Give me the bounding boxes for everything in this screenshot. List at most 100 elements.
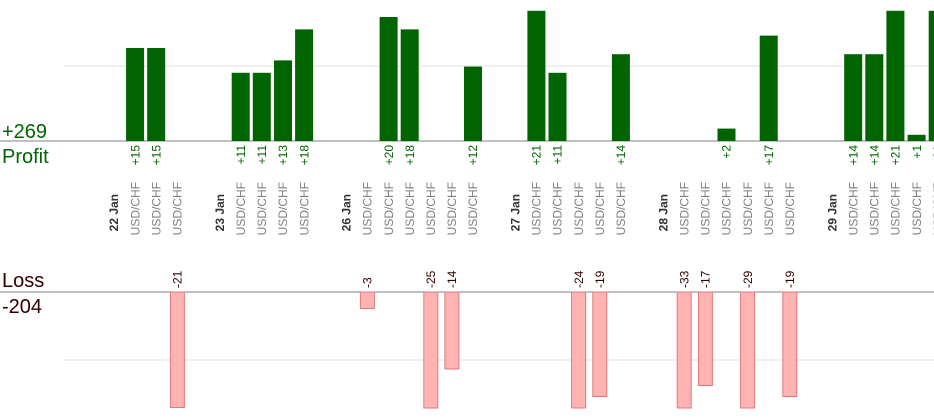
profit-value-label: +18	[403, 145, 417, 166]
profit-value-label: +14	[868, 145, 882, 166]
profit-bar	[548, 72, 567, 141]
loss-value-label: -33	[677, 270, 691, 288]
loss-bar	[423, 291, 439, 409]
loss-bar	[169, 291, 185, 408]
profit-value-label: +15	[149, 145, 163, 166]
profit-value-label: +14	[614, 145, 628, 166]
date-label: 22 Jan	[107, 194, 121, 231]
profit-value-label: +1	[910, 145, 924, 159]
pair-label: USD/CHF	[551, 182, 565, 235]
profit-bar	[252, 72, 271, 141]
pair-label: USD/CHF	[868, 182, 882, 235]
profit-bar	[126, 48, 145, 141]
loss-value-label: -25	[424, 270, 438, 288]
bars-layer	[126, 10, 934, 409]
pair-label: USD/CHF	[593, 182, 607, 235]
profit-label: Profit	[2, 146, 49, 168]
profit-value-label: +14	[846, 145, 860, 166]
loss-total: -204	[2, 296, 42, 318]
profit-bar	[886, 10, 905, 141]
pair-label: USD/CHF	[466, 182, 480, 235]
pair-label: USD/CHF	[276, 182, 290, 235]
pair-label: USD/CHF	[762, 182, 776, 235]
pair-label: USD/CHF	[361, 182, 375, 235]
pair-label: USD/CHF	[720, 182, 734, 235]
profit-bar	[865, 54, 884, 142]
loss-value-label: -21	[171, 270, 185, 288]
pair-label: USD/CHF	[297, 182, 311, 235]
pair-label: USD/CHF	[931, 182, 934, 235]
profit-total: +269	[2, 121, 47, 143]
pair-label: USD/CHF	[530, 182, 544, 235]
profit-bar	[295, 29, 314, 141]
loss-value-label: -3	[361, 277, 375, 288]
loss-bar	[571, 291, 587, 409]
pair-label: USD/CHF	[572, 182, 586, 235]
loss-bar	[444, 291, 460, 370]
profit-bar	[928, 10, 934, 141]
pair-label: USD/CHF	[910, 182, 924, 235]
date-label: 29 Jan	[825, 194, 839, 231]
profit-bar	[717, 128, 736, 141]
profit-value-label: +2	[720, 145, 734, 159]
profit-bar	[231, 72, 250, 141]
loss-label: Loss	[2, 270, 44, 292]
pair-label: USD/CHF	[846, 182, 860, 235]
profit-bar	[759, 35, 778, 141]
profit-bar	[464, 66, 482, 141]
profit-bar	[379, 17, 398, 141]
profit-bar	[527, 10, 546, 141]
profit-bar	[907, 134, 926, 141]
pair-label: USD/CHF	[445, 182, 459, 235]
profit-value-label: +21	[530, 145, 544, 166]
pair-label: USD/CHF	[741, 182, 755, 235]
loss-value-label: -17	[699, 270, 713, 288]
pair-label: USD/CHF	[677, 182, 691, 235]
profit-value-label: +17	[762, 145, 776, 166]
pair-label: USD/CHF	[149, 182, 163, 235]
loss-value-label: -19	[593, 270, 607, 288]
loss-bar	[782, 291, 798, 397]
pair-label: USD/CHF	[171, 182, 185, 235]
pair-label: USD/CHF	[614, 182, 628, 235]
loss-value-label: -19	[783, 270, 797, 288]
pair-label: USD/CHF	[889, 182, 903, 235]
profit-value-label: +21	[931, 145, 934, 166]
profit-bar	[611, 54, 630, 142]
profit-bar	[844, 54, 863, 142]
date-label: 23 Jan	[213, 194, 227, 231]
pair-label: USD/CHF	[382, 182, 396, 235]
pair-label: USD/CHF	[699, 182, 713, 235]
loss-bar	[592, 291, 608, 397]
profit-value-label: +11	[551, 145, 565, 165]
profit-value-label: +12	[466, 145, 480, 166]
profit-value-label: +15	[128, 145, 142, 166]
date-label: 27 Jan	[509, 194, 523, 231]
loss-value-label: -29	[741, 270, 755, 288]
pair-label: USD/CHF	[255, 182, 269, 235]
profit-value-label: +21	[889, 145, 903, 166]
profit-bar	[400, 29, 419, 141]
profit-value-label: +18	[297, 145, 311, 166]
profit-value-label: +13	[276, 145, 290, 166]
profit-value-label: +11	[255, 145, 269, 165]
pair-label: USD/CHF	[234, 182, 248, 235]
profit-value-label: +20	[382, 145, 396, 166]
loss-value-label: -14	[445, 270, 459, 288]
profit-value-label: +11	[234, 145, 248, 165]
labels-layer: 22 Jan USD/CHF +15 USD/CHF +15 USD/CHF -21 23 J…	[107, 145, 934, 288]
loss-bar	[697, 291, 713, 386]
pair-label: USD/CHF	[424, 182, 438, 235]
loss-bar	[676, 291, 692, 409]
date-label: 26 Jan	[340, 194, 354, 231]
loss-bar	[359, 291, 375, 309]
profit-bar	[274, 60, 292, 141]
pair-label: USD/CHF	[128, 182, 142, 235]
loss-bar	[740, 291, 756, 409]
date-label: 28 Jan	[656, 194, 670, 231]
loss-value-label: -24	[572, 270, 586, 288]
profit-bar	[147, 48, 166, 141]
pair-label: USD/CHF	[783, 182, 797, 235]
pair-label: USD/CHF	[403, 182, 417, 235]
